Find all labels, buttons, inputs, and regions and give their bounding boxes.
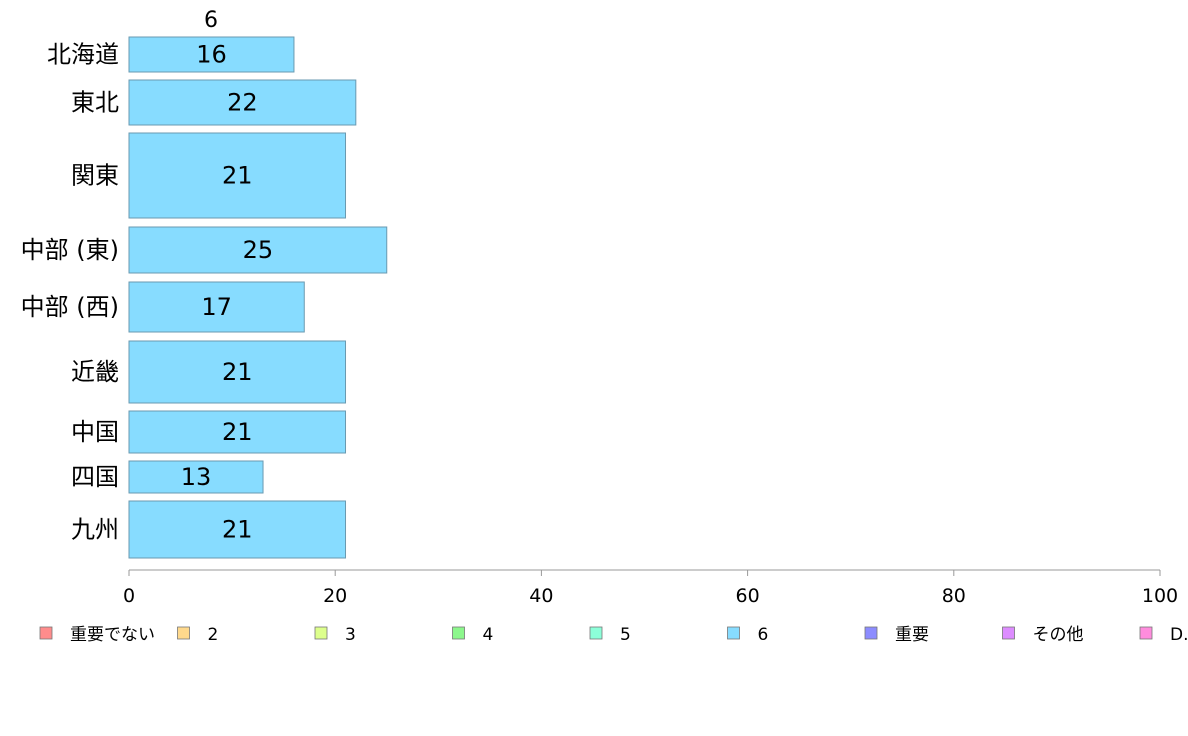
- bar-value-label: 21: [222, 418, 253, 446]
- category-label: 近畿: [71, 358, 119, 386]
- bar-value-label: 13: [181, 463, 212, 491]
- legend-label: 重要でない: [70, 625, 155, 645]
- legend-label: 4: [483, 625, 494, 645]
- bar-8: [128, 460, 264, 494]
- legend-swatch: [314, 626, 328, 640]
- category-label: 中国: [71, 418, 119, 446]
- bar-9: [128, 500, 347, 559]
- bar-value-label: 25: [243, 236, 274, 264]
- legend-label: 5: [620, 625, 631, 645]
- legend-label: 2: [208, 625, 219, 645]
- category-label: 北海道: [47, 41, 119, 69]
- x-tick-label: 60: [736, 585, 760, 607]
- bar-value-label: 17: [201, 293, 232, 321]
- category-label: 関東: [71, 162, 119, 190]
- bar-value-label: 21: [222, 162, 253, 190]
- bar-6: [128, 340, 347, 404]
- bar-value-label: 22: [227, 89, 258, 117]
- x-tick-label: 0: [123, 585, 135, 607]
- bar-5: [128, 281, 305, 333]
- legend-swatch: [864, 626, 878, 640]
- bar-2: [128, 79, 357, 126]
- legend-label: 6: [758, 625, 769, 645]
- legend-swatch: [452, 626, 465, 640]
- x-tick-label: 40: [529, 585, 553, 607]
- x-tick-label: 100: [1142, 585, 1178, 607]
- legend-label: その他: [1033, 625, 1084, 645]
- legend-label: 3: [345, 625, 356, 645]
- category-label: 四国: [71, 463, 119, 491]
- legend-swatch: [589, 626, 603, 640]
- legend: 重要でない 2 3 4 5 6 重要 その他 D.K.: [39, 625, 1188, 645]
- legend-swatch: [1002, 626, 1015, 640]
- legend-label: 重要: [895, 625, 929, 645]
- category-label: 中部 (東): [21, 236, 119, 264]
- bar-3: [128, 132, 347, 219]
- column-header-label: 6: [204, 8, 218, 33]
- bar-7: [128, 410, 347, 454]
- legend-swatch: [1139, 626, 1153, 640]
- bar-1: [128, 36, 295, 73]
- category-label: 中部 (西): [21, 293, 119, 321]
- x-tick-label: 20: [323, 585, 347, 607]
- legend-swatch: [727, 626, 740, 640]
- legend-label: D.K.: [1170, 625, 1188, 645]
- bar-value-label: 21: [222, 516, 253, 544]
- x-axis: 0 20 40 60 80 100: [123, 569, 1178, 607]
- category-label: 東北: [71, 89, 119, 117]
- category-label: 九州: [71, 516, 119, 544]
- legend-swatch: [39, 626, 53, 640]
- bar-value-label: 16: [196, 41, 227, 69]
- bar-4: [128, 226, 388, 274]
- bar-value-label: 21: [222, 358, 253, 386]
- x-tick-label: 80: [942, 585, 966, 607]
- legend-swatch: [177, 626, 190, 640]
